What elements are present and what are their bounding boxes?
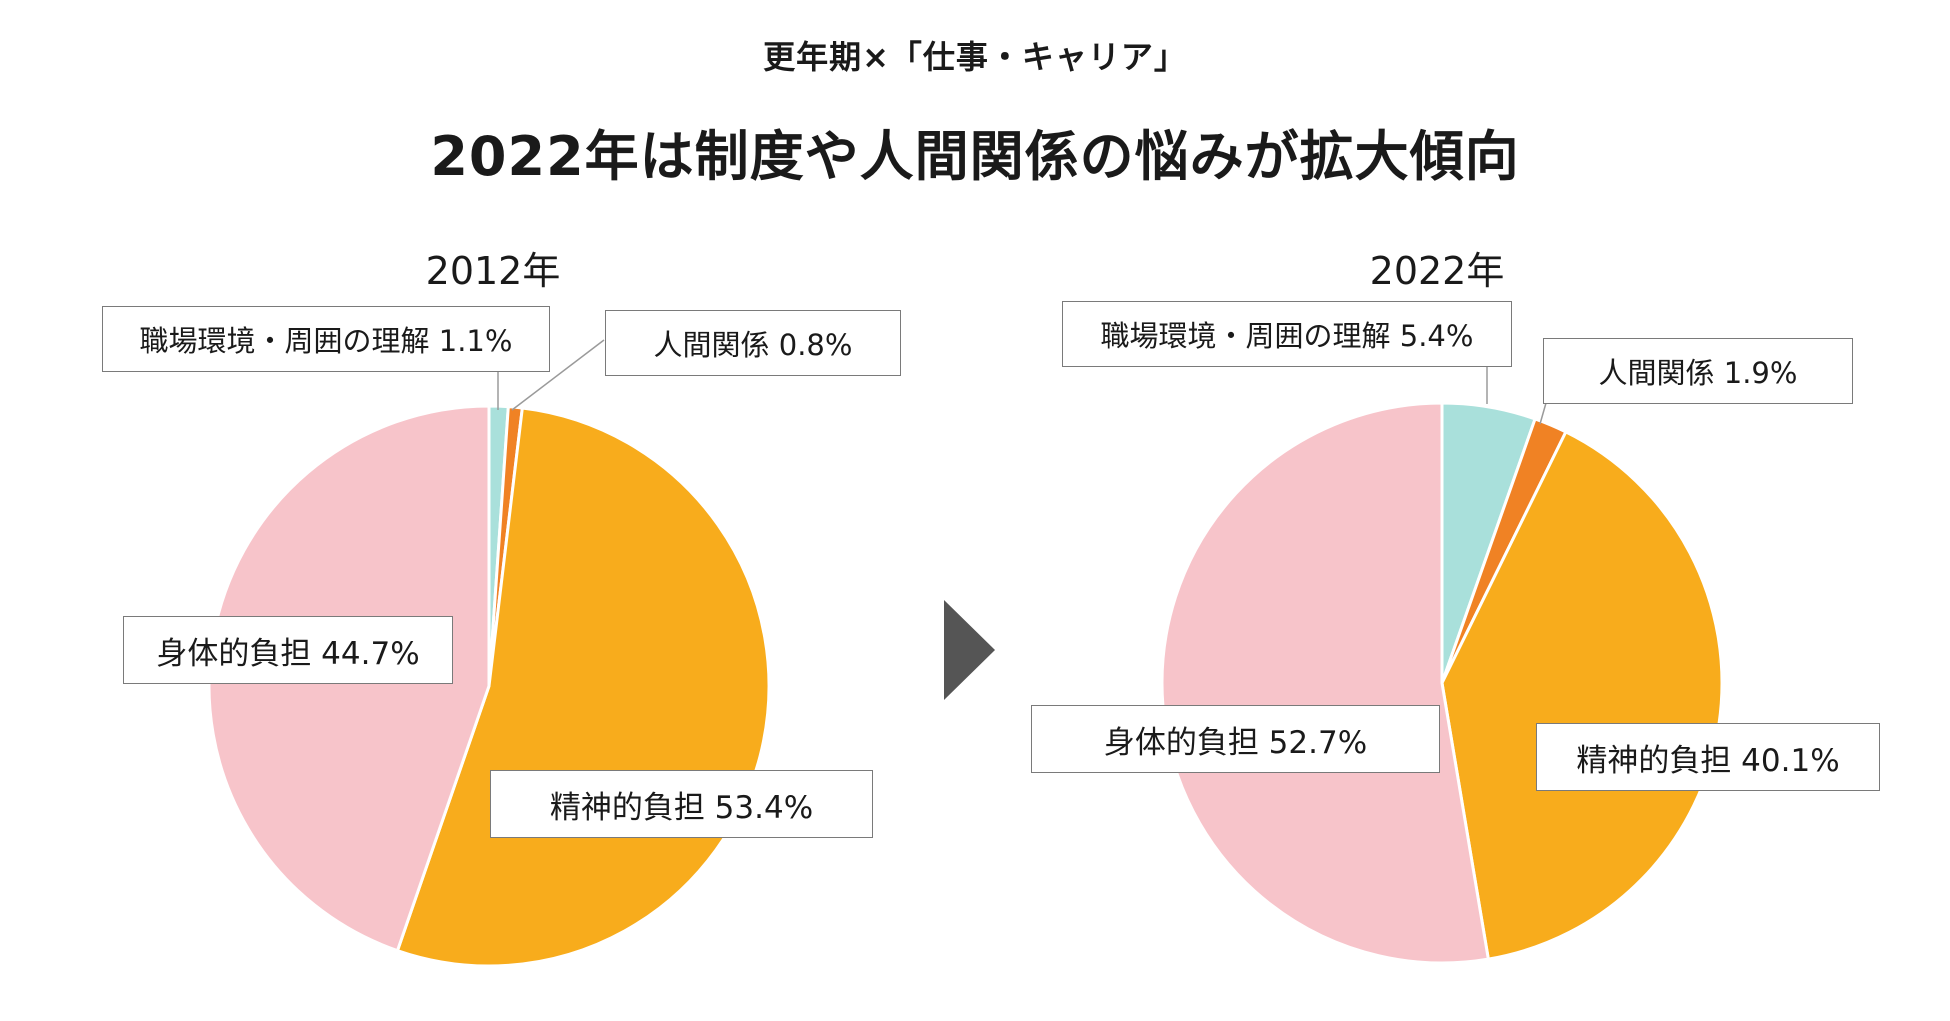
page-title: 2022年は制度や人間関係の悩みが拡大傾向 bbox=[430, 125, 1520, 188]
pie-2012 bbox=[207, 404, 771, 968]
label-2022-physical: 身体的負担 52.7% bbox=[1031, 705, 1440, 773]
label-2012-relations: 人間関係 0.8% bbox=[605, 310, 901, 376]
pie-slice-2022-physical bbox=[1160, 401, 1490, 965]
label-2012-physical: 身体的負担 44.7% bbox=[123, 616, 453, 684]
leader-line-2022-relations bbox=[1539, 402, 1547, 425]
label-2012-workplace: 職場環境・周囲の理解 1.1% bbox=[102, 306, 550, 372]
label-2022-workplace: 職場環境・周囲の理解 5.4% bbox=[1062, 301, 1512, 367]
chart-2022-title: 2022年 bbox=[1369, 249, 1505, 293]
header-subtitle: 更年期×「仕事・キャリア」 bbox=[763, 38, 1187, 76]
leader-lines bbox=[497, 339, 1547, 425]
chart-2012-title: 2012年 bbox=[425, 249, 561, 293]
label-2022-mental: 精神的負担 40.1% bbox=[1536, 723, 1880, 791]
leader-line-2012-relations bbox=[511, 339, 605, 411]
pie-2022 bbox=[1160, 401, 1724, 965]
label-2012-mental: 精神的負担 53.4% bbox=[490, 770, 873, 838]
label-2022-relations: 人間関係 1.9% bbox=[1543, 338, 1853, 404]
arrow-right-icon bbox=[944, 600, 995, 700]
